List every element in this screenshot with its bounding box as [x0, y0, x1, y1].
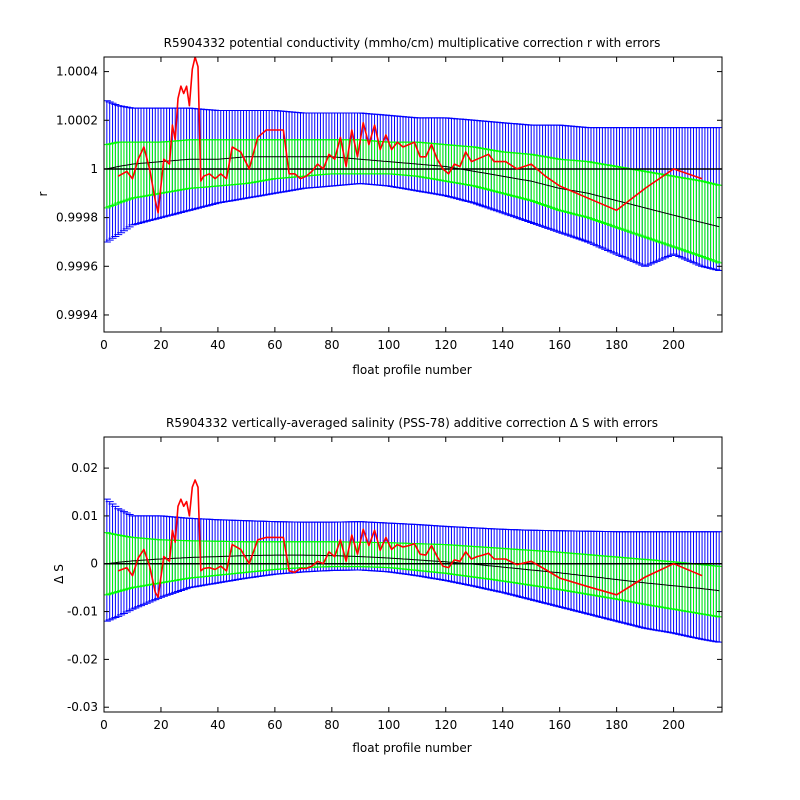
axes-frame	[103, 436, 723, 713]
axis-ticks: 0 20 40 60 80 100 120 140 160 180 200 -0.03 -0.02 -0.…	[67, 437, 722, 732]
x-tick-label: 80	[324, 718, 339, 732]
fit-line	[106, 554, 720, 592]
x-tick-label: 0	[100, 338, 108, 352]
x-tick-label: 60	[267, 338, 282, 352]
y-axis-label: r	[36, 191, 50, 196]
x-axis-label: float profile number	[352, 741, 471, 755]
x-tick-label: 100	[377, 718, 400, 732]
correction-series-line	[117, 57, 703, 214]
x-tick-label: 100	[377, 338, 400, 352]
plot-area	[104, 479, 722, 643]
fit-line	[106, 156, 720, 228]
axes-frame	[103, 56, 723, 333]
plot-content	[104, 479, 722, 643]
x-tick-label: 0	[100, 718, 108, 732]
x-tick-label: 140	[491, 718, 514, 732]
panel-salinity: R5904332 vertically-averaged salinity (P…	[52, 416, 723, 755]
x-tick-label: 160	[548, 718, 571, 732]
x-tick-label: 60	[267, 718, 282, 732]
x-tick-label: 80	[324, 338, 339, 352]
plot-area	[104, 57, 722, 271]
x-tick-label: 180	[605, 718, 628, 732]
y-tick-label: 0.9996	[56, 259, 98, 273]
x-tick-label: 180	[605, 338, 628, 352]
x-tick-label: 200	[662, 718, 685, 732]
chart-title: R5904332 potential conductivity (mmho/cm…	[164, 36, 661, 50]
y-tick-label: 0	[90, 557, 98, 571]
y-tick-label: -0.02	[67, 652, 98, 666]
x-tick-label: 120	[434, 338, 457, 352]
x-tick-label: 40	[210, 338, 225, 352]
plot-content	[104, 57, 722, 271]
y-axis-label: Δ S	[52, 564, 66, 584]
y-tick-label: 0.01	[71, 509, 98, 523]
x-tick-label: 20	[153, 338, 168, 352]
x-tick-label: 20	[153, 718, 168, 732]
y-tick-label: 0.02	[71, 461, 98, 475]
y-tick-label: -0.01	[67, 605, 98, 619]
y-tick-label: -0.03	[67, 700, 98, 714]
x-tick-label: 120	[434, 718, 457, 732]
y-tick-label: 1	[90, 162, 98, 176]
correction-series-line	[117, 479, 703, 599]
x-tick-label: 200	[662, 338, 685, 352]
panel-conductivity: R5904332 potential conductivity (mmho/cm…	[36, 36, 723, 377]
y-tick-label: 0.9998	[56, 211, 98, 225]
y-tick-label: 0.9994	[56, 308, 98, 322]
axis-ticks: 0 20 40 60 80 100 120 140 160 180 200 0.9994 0.9996 0…	[56, 57, 722, 352]
y-tick-label: 1.0002	[56, 113, 98, 127]
chart-title: R5904332 vertically-averaged salinity (P…	[166, 416, 658, 430]
x-tick-label: 40	[210, 718, 225, 732]
y-tick-label: 1.0004	[56, 65, 98, 79]
x-axis-label: float profile number	[352, 363, 471, 377]
x-tick-label: 160	[548, 338, 571, 352]
x-tick-label: 140	[491, 338, 514, 352]
